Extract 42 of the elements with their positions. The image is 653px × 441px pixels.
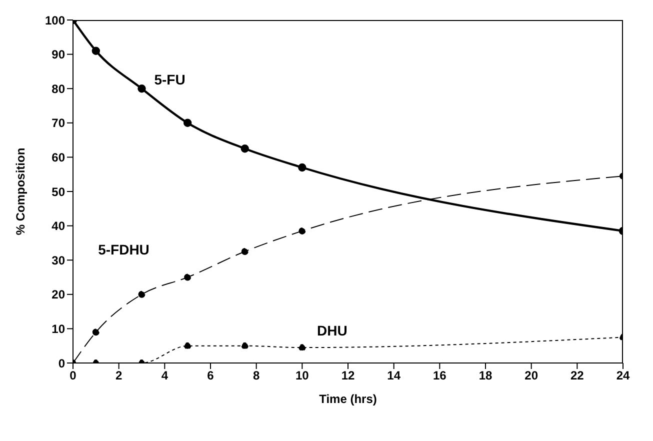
y-tick-label: 50 [52, 184, 66, 199]
point [240, 144, 249, 153]
point [241, 248, 248, 256]
x-tick-label: 16 [432, 368, 447, 383]
y-tick-label: 20 [52, 288, 66, 302]
y-tick-label: 60 [52, 150, 66, 164]
x-axis-title: Time (hrs) [319, 392, 377, 406]
text: 5-FDHU [98, 241, 150, 258]
x-tick-label: 0 [70, 368, 77, 383]
point [92, 46, 100, 55]
series-label: DHU [316, 322, 348, 339]
point [241, 342, 248, 350]
y-tick-label: 80 [52, 82, 66, 96]
y-tick-label: 70 [52, 116, 66, 130]
point [183, 118, 192, 127]
y-tick-label: 40 [52, 219, 66, 234]
x-tick-label: 10 [295, 368, 310, 383]
x-tick-label: 24 [616, 368, 630, 383]
y-axis-title: % Composition [13, 148, 28, 236]
point [298, 163, 306, 172]
x-tick-label: 6 [207, 368, 214, 383]
x-tick-label: 18 [478, 368, 492, 383]
y-tick-label: 90 [52, 48, 66, 62]
series-label: 5-FU [154, 72, 186, 88]
x-tick-label: 8 [252, 368, 260, 383]
x-tick-label: 14 [387, 368, 401, 383]
x-tick-label: 2 [115, 368, 122, 383]
point [138, 290, 146, 298]
y-tick-label: 0 [58, 356, 66, 370]
x-tick-label: 4 [161, 368, 168, 383]
y-tick-label: 100 [44, 13, 66, 28]
point [184, 274, 192, 281]
point [92, 328, 100, 336]
x-tick-label: 20 [524, 368, 538, 383]
point [298, 227, 306, 234]
x-tick-label: 12 [341, 368, 355, 383]
y-tick-label: 30 [52, 253, 66, 268]
x-tick-label: 22 [570, 368, 584, 383]
point [298, 344, 306, 352]
point [184, 342, 192, 350]
y-tick-label: 10 [52, 322, 66, 336]
point [138, 84, 146, 93]
